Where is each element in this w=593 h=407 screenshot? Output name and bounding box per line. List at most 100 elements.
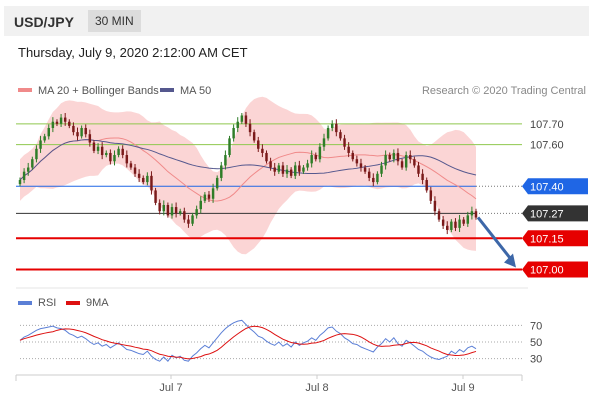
candle-body [51, 121, 55, 128]
candle-body [170, 207, 174, 216]
candle-body [446, 225, 449, 230]
candle-body [68, 121, 71, 126]
candle-body [113, 155, 116, 162]
rsi-level-label-0: 70 [530, 320, 542, 332]
candle-body [376, 173, 379, 183]
legend-swatch-rsi [18, 301, 32, 305]
candle-body [84, 127, 87, 135]
candle-body [232, 127, 235, 139]
chart-header: USD/JPY 30 MIN [4, 6, 589, 36]
rsi-level-label-1: 50 [530, 337, 542, 349]
candle-body [154, 190, 157, 203]
candle-body [26, 167, 30, 172]
legend-rsi: RSI [38, 297, 56, 309]
level-label-0: 107.70 [530, 119, 564, 131]
candle-body [195, 209, 198, 216]
candle-body [248, 123, 252, 133]
x-axis: Jul 7 Jul 8 Jul 9 [15, 374, 523, 394]
level-label-3: 107.27 [530, 208, 564, 220]
rsi-level-label-2: 30 [530, 354, 542, 366]
candle-body [384, 155, 387, 166]
rsi-panel: 70 50 30 [19, 319, 542, 366]
candle-body [105, 152, 108, 156]
candle-body [351, 152, 354, 160]
candle-body [388, 155, 391, 160]
candle-body [244, 115, 248, 124]
candle-body [343, 138, 346, 147]
candle-body [187, 219, 190, 224]
candle-body [318, 146, 322, 160]
rsi-ma-line [19, 325, 477, 360]
candle-body [207, 194, 211, 199]
candle-body [413, 159, 416, 166]
candle-body [162, 204, 166, 212]
candle-body [302, 167, 305, 172]
candle-body [203, 194, 207, 201]
candle-body [96, 146, 100, 151]
level-label-4: 107.15 [530, 233, 564, 245]
candle-body [314, 155, 318, 160]
candle-body [289, 169, 293, 176]
level-label-5: 107.00 [530, 265, 564, 277]
candle-body [421, 173, 424, 181]
ma50-line [19, 139, 477, 181]
candle-body [224, 155, 227, 166]
level-tag-2 [522, 178, 588, 195]
candle-body [367, 171, 371, 178]
price-levels [16, 123, 522, 271]
candle-body [178, 211, 182, 214]
candle-body [47, 127, 50, 137]
credit-text: Research © 2020 Trading Central [422, 85, 586, 97]
candle-body [450, 221, 453, 230]
x-tick-label-2: Jul 9 [451, 382, 474, 394]
candle-body [183, 211, 186, 220]
level-label-2: 107.40 [530, 181, 564, 193]
candle-body [146, 175, 149, 183]
x-tick-label-0: Jul 7 [159, 382, 182, 394]
candle-body [404, 155, 408, 168]
candle-body [109, 152, 112, 162]
candle-body [355, 159, 359, 164]
candle-body [117, 148, 120, 156]
x-tick-label-1: Jul 8 [305, 382, 328, 394]
candle-body [80, 127, 83, 137]
candle-body [220, 165, 223, 178]
candle-body [191, 215, 194, 224]
main-legend: MA 20 + Bollinger Bands MA 50 Research ©… [18, 85, 586, 97]
candle-body [43, 136, 46, 141]
candle-body [129, 163, 133, 168]
candle-body [400, 161, 404, 168]
candle-body [409, 155, 412, 160]
chart-datetime: Thursday, July 9, 2020 2:12:00 AM CET [18, 45, 248, 60]
candle-body [137, 173, 141, 178]
candle-body [133, 167, 137, 174]
candle-body [150, 175, 153, 191]
rsi-legend: RSI 9MA [18, 297, 109, 309]
candle-body [265, 152, 268, 162]
level-labels: 107.70 107.60 107.40 107.27 107.15 107.00 [522, 119, 588, 278]
candle-body [298, 165, 301, 172]
candle-body [347, 146, 350, 153]
candle-body [380, 165, 383, 174]
candle-body [396, 152, 400, 162]
timeframe-badge[interactable]: 30 MIN [88, 10, 141, 32]
candle-body [326, 127, 330, 139]
legend-bollinger: MA 20 + Bollinger Bands [38, 85, 159, 97]
candle-body [142, 177, 145, 183]
candle-body [285, 169, 289, 174]
rsi-line [19, 319, 477, 362]
candle-body [441, 219, 445, 226]
candle-body [474, 211, 478, 218]
candle-body [55, 121, 59, 124]
level-tag-3 [522, 205, 588, 222]
projection-arrow [476, 216, 516, 268]
bollinger-band-area [20, 96, 476, 255]
bollinger-band [20, 96, 476, 255]
candle-body [125, 155, 129, 164]
candle-body [31, 159, 34, 168]
candle-body [158, 202, 161, 212]
candle-body [322, 138, 326, 147]
candle-body [63, 117, 67, 122]
candle-body [76, 132, 79, 137]
